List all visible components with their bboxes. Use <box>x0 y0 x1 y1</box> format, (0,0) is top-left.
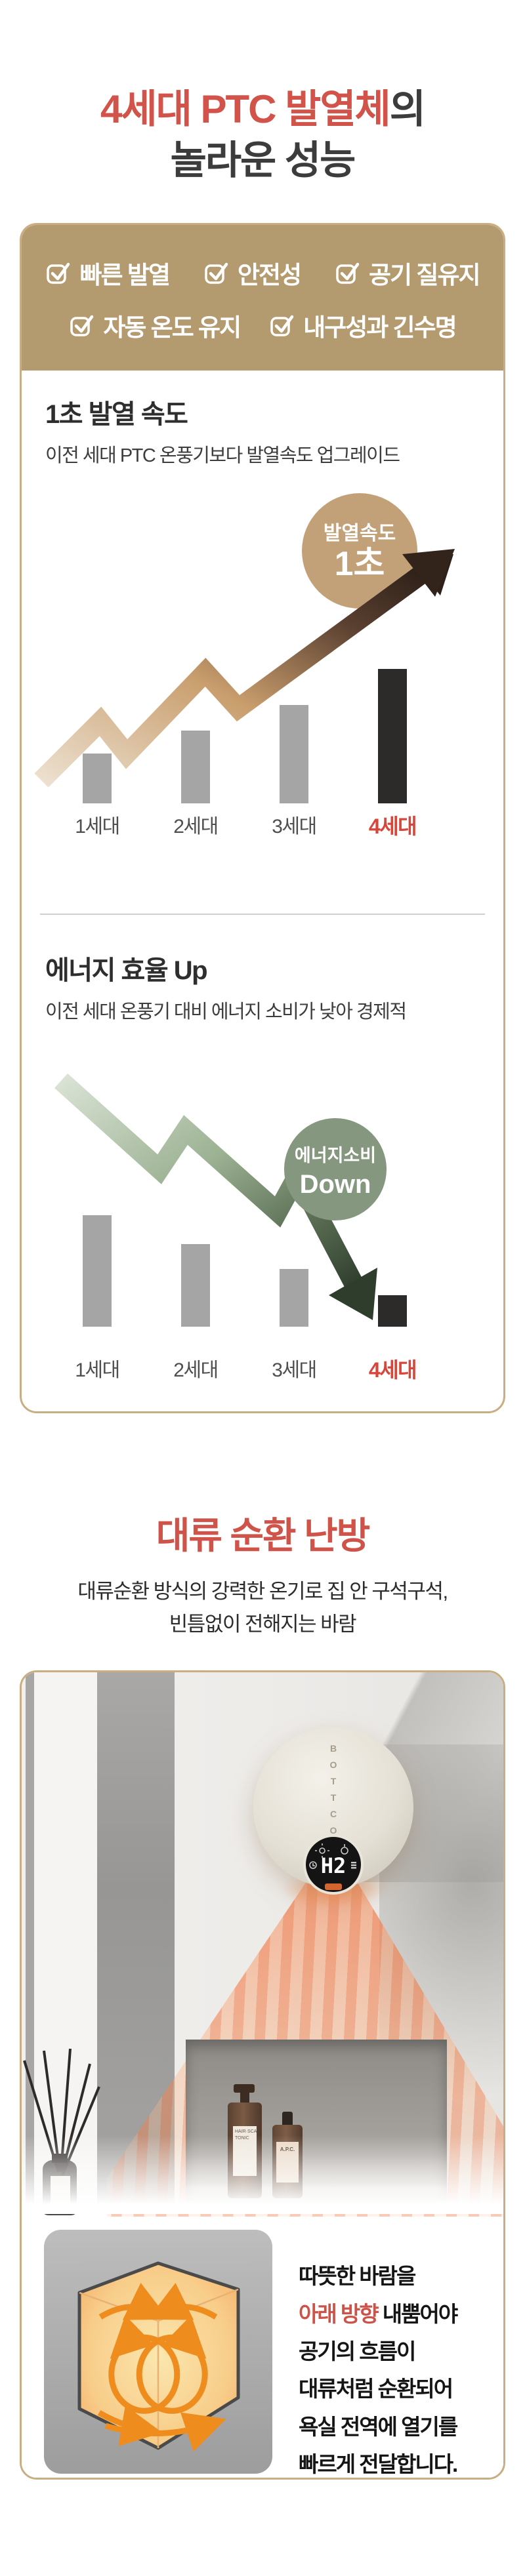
photo-bottom-fade <box>22 2135 503 2215</box>
convection-section-subtitle: 대류순환 방식의 강력한 온기로 집 안 구석구석, 빈틈없이 전해지는 바람 <box>0 1575 525 1640</box>
menu-grid-icon <box>351 1862 356 1869</box>
heating-speed-title: 1초 발열 속도 <box>45 400 188 429</box>
heater-display: H2 <box>289 1821 377 1912</box>
mode-sun-icon <box>315 1843 329 1859</box>
convection-info-section: 따뜻한 바람을 아래 방향 내뿜어야 공기의 흐름이 대류처럼 순환되어 욕실 … <box>22 2214 503 2478</box>
checkbox-check-icon <box>69 312 95 338</box>
category-label: 1세대 <box>75 816 120 837</box>
energy-badge-line1: 에너지소비 <box>295 1146 376 1165</box>
heater-air-outlet <box>325 1883 342 1891</box>
power-icon <box>341 1844 348 1855</box>
category-label-highlight: 4세대 <box>368 815 417 838</box>
convection-subtitle-line2: 빈틈없이 전해지는 바람 <box>169 1612 357 1636</box>
pump-spout <box>234 2084 255 2093</box>
wall-edge <box>26 1672 34 2215</box>
section-divider <box>40 914 485 915</box>
bar-gen3 <box>280 1269 308 1327</box>
heating-speed-bars <box>61 669 429 803</box>
category-label: 2세대 <box>173 1359 219 1381</box>
display-mode-value: H2 <box>321 1853 346 1878</box>
checkbox-check-icon <box>335 260 361 286</box>
speed-badge-line2: 1초 <box>335 545 385 583</box>
bar-gen3 <box>280 705 308 803</box>
pump-neck <box>240 2092 249 2103</box>
energy-bars <box>61 1215 429 1327</box>
description-line: 따뜻한 바람을 <box>299 2264 416 2289</box>
category-label: 3세대 <box>272 1359 317 1381</box>
description-line: 빠르게 전달합니다. <box>299 2452 458 2477</box>
feature-item: 자동 온도 유지 <box>69 308 242 343</box>
convection-section-title: 대류 순환 난방 <box>156 1515 370 1556</box>
energy-chart: 에너지소비 Down 1세대 2세대 3세대 4세대 <box>22 1045 503 1402</box>
feature-label: 빠른 발열 <box>79 262 170 289</box>
convection-diagram-box <box>44 2230 272 2474</box>
performance-card: 빠른 발열 안전성 공기 질유지 자동 온도 유지 내구성과 긴수명 1초 발열… <box>20 223 505 1413</box>
feature-item: 공기 질유지 <box>335 255 481 291</box>
brand-logo-text: BOTTCOM <box>328 1743 339 1859</box>
feature-item: 빠른 발열 <box>45 255 171 291</box>
page-title-line1: 4세대 PTC 발열체의 <box>0 84 525 135</box>
energy-title: 에너지 효율 Up <box>45 956 208 985</box>
feature-badges-header: 빠른 발열 안전성 공기 질유지 자동 온도 유지 내구성과 긴수명 <box>22 225 503 371</box>
bathroom-heater-photo: HAIR·SCALP TONIC A.P.C. BOTTCOM <box>22 1672 503 2217</box>
energy-badge-circle <box>284 1118 387 1220</box>
checkbox-check-icon <box>45 260 72 286</box>
heating-speed-categories: 1세대 2세대 3세대 4세대 <box>61 810 429 840</box>
description-line: 대류처럼 순환되어 <box>299 2377 453 2402</box>
energy-badge-line2: Down <box>300 1170 371 1199</box>
page-title-suffix: 의 <box>389 87 426 131</box>
feature-row-2: 자동 온도 유지 내구성과 긴수명 <box>28 308 497 343</box>
page-title-accent: 4세대 PTC 발열체 <box>100 87 391 131</box>
bar-gen1 <box>83 1215 112 1327</box>
feature-item: 내구성과 긴수명 <box>269 308 457 343</box>
convection-flow-arrows <box>97 2283 226 2452</box>
bar-gen1 <box>83 754 112 803</box>
feature-row-1: 빠른 발열 안전성 공기 질유지 <box>28 255 497 291</box>
feature-label: 자동 온도 유지 <box>103 314 242 341</box>
timer-icon <box>309 1861 317 1869</box>
category-label: 2세대 <box>173 816 219 837</box>
checkbox-check-icon <box>203 260 230 286</box>
category-label: 1세대 <box>75 1359 120 1381</box>
down-trend-arrow-graphic: 에너지소비 Down <box>54 1073 387 1320</box>
convection-description: 따뜻한 바람을 아래 방향 내뿜어야 공기의 흐름이 대류처럼 순환되어 욕실 … <box>299 2230 458 2478</box>
heating-speed-chart: 발열속도 1초 1세대 2세대 3세대 4세대 <box>22 489 503 843</box>
description-line: 아래 방향 내뿜어야 <box>299 2301 458 2326</box>
description-highlight: 아래 방향 <box>299 2301 379 2326</box>
category-label: 3세대 <box>272 816 317 837</box>
convection-subtitle-line1: 대류순환 방식의 강력한 온기로 집 안 구석구석, <box>77 1580 448 1603</box>
page-title-line2: 놀라운 성능 <box>170 138 356 182</box>
heater-photo-card: HAIR·SCALP TONIC A.P.C. BOTTCOM <box>20 1670 505 2480</box>
feature-label: 내구성과 긴수명 <box>303 314 457 341</box>
bar-gen2 <box>181 1244 210 1327</box>
bar-gen4-highlight <box>378 669 407 803</box>
heating-speed-subtitle: 이전 세대 PTC 온풍기보다 발열속도 업그레이드 <box>45 445 400 466</box>
convection-cube-illustration <box>77 2261 240 2452</box>
category-label-highlight: 4세대 <box>368 1358 417 1382</box>
up-trend-arrow-graphic: 발열속도 1초 <box>34 493 455 788</box>
checkbox-check-icon <box>269 312 295 338</box>
description-line: 욕실 전역에 열기를 <box>299 2414 458 2439</box>
energy-subtitle: 이전 세대 온풍기 대비 에너지 소비가 낮아 경제적 <box>45 1001 407 1022</box>
speed-badge-line1: 발열속도 <box>324 523 396 544</box>
bar-gen4-highlight <box>378 1295 407 1327</box>
energy-categories: 1세대 2세대 3세대 4세대 <box>61 1354 429 1384</box>
bar-gen2 <box>181 731 210 803</box>
speed-badge-circle <box>302 493 417 609</box>
feature-label: 공기 질유지 <box>369 262 480 289</box>
feature-item: 안전성 <box>203 255 302 291</box>
dropper-cap <box>282 2112 293 2125</box>
description-line: 공기의 흐름이 <box>299 2339 416 2364</box>
page-title: 4세대 PTC 발열체의 놀라운 성능 <box>0 84 525 186</box>
feature-label: 안전성 <box>237 262 302 289</box>
wall-heater-device: BOTTCOM H2 <box>253 1727 413 1895</box>
